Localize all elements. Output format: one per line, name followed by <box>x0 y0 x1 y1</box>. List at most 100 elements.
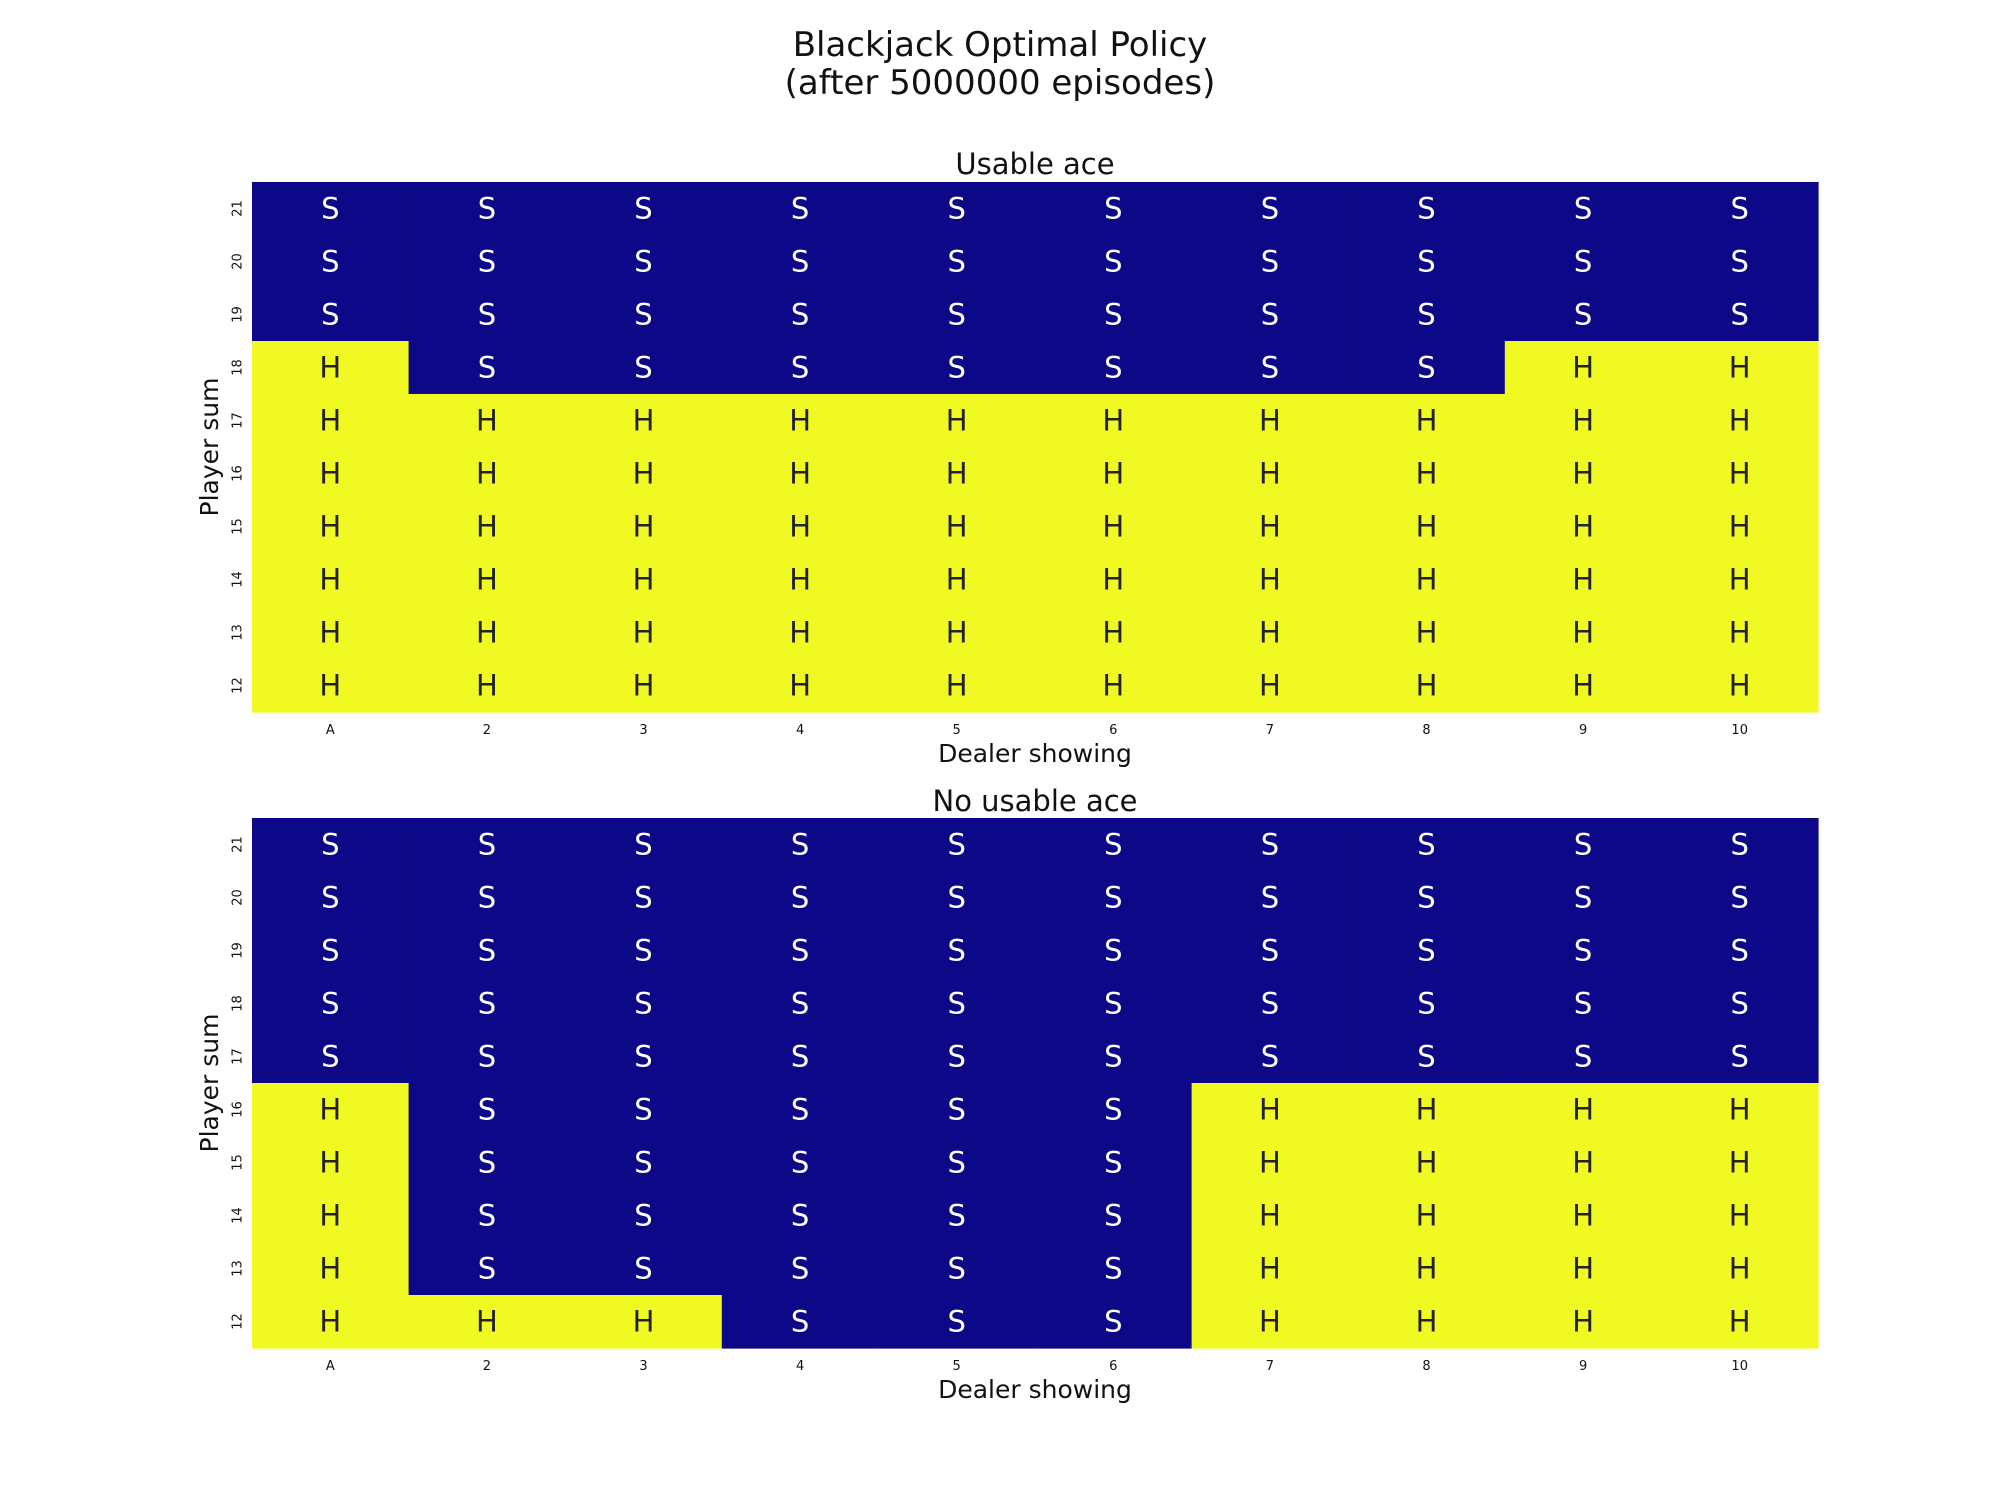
heatmap-cell <box>1035 1030 1193 1084</box>
y-tick-label: 12 <box>231 677 246 694</box>
heatmap-cell <box>878 1083 1036 1137</box>
y-tick-label: 14 <box>231 571 246 588</box>
heatmap-cell <box>1504 606 1662 660</box>
heatmap-cell <box>1348 447 1506 501</box>
heatmap-cell <box>1661 1030 1819 1084</box>
y-tick-label: 21 <box>231 200 246 217</box>
cell-label: S <box>634 245 652 279</box>
x-tick-label: 7 <box>1266 723 1274 738</box>
y-tick-label: 16 <box>231 1101 246 1118</box>
heatmap-cell <box>1348 1136 1506 1190</box>
cell-label: S <box>1104 1252 1122 1286</box>
heatmap-cell <box>408 1242 566 1296</box>
cell-label: S <box>1417 192 1435 226</box>
heatmap-cell <box>1035 871 1193 925</box>
heatmap-cell <box>408 1189 566 1243</box>
cell-label: H <box>946 669 968 703</box>
cell-label: S <box>1104 987 1122 1021</box>
cell-label: S <box>791 1252 809 1286</box>
cell-label: H <box>319 669 341 703</box>
cell-label: S <box>1104 1040 1122 1074</box>
heatmap-cell <box>1504 341 1662 395</box>
cell-label: H <box>633 510 655 544</box>
heatmap-cell <box>1191 924 1349 978</box>
heatmap-cell <box>408 182 566 236</box>
heatmap-cell <box>565 924 723 978</box>
heatmap-cell <box>878 447 1036 501</box>
heatmap-cell <box>252 924 410 978</box>
y-tick-label: 18 <box>231 359 246 376</box>
heatmap-cell <box>878 1295 1036 1349</box>
cell-label: S <box>321 192 339 226</box>
cell-label: S <box>1574 298 1592 332</box>
heatmap-cell <box>565 341 723 395</box>
heatmap-cell <box>1504 1136 1662 1190</box>
cell-label: S <box>634 351 652 385</box>
panel-title: No usable ace <box>933 784 1138 818</box>
heatmap-cell <box>1035 447 1193 501</box>
heatmap-cell <box>1191 1136 1349 1190</box>
cell-label: H <box>1416 1199 1438 1233</box>
cell-label: H <box>1416 669 1438 703</box>
heatmap-cell <box>1504 500 1662 554</box>
cell-label: S <box>947 245 965 279</box>
heatmap-cell <box>565 818 723 872</box>
heatmap-cell <box>408 1295 566 1349</box>
cell-label: H <box>633 404 655 438</box>
heatmap-cell <box>565 553 723 607</box>
cell-label: S <box>321 1040 339 1074</box>
cell-label: S <box>947 298 965 332</box>
y-axis-label: Player sum <box>195 1014 224 1153</box>
heatmap-cell <box>721 235 879 289</box>
heatmap-cell <box>721 553 879 607</box>
cell-label: S <box>634 1252 652 1286</box>
heatmap-cell <box>565 871 723 925</box>
heatmap-cell <box>565 500 723 554</box>
cell-label: S <box>791 192 809 226</box>
heatmap-cell <box>252 288 410 342</box>
heatmap-cell <box>1348 235 1506 289</box>
heatmap-cell <box>252 1083 410 1137</box>
cell-label: H <box>1572 404 1594 438</box>
cell-label: S <box>1104 828 1122 862</box>
heatmap-cell <box>878 1242 1036 1296</box>
heatmap-cell <box>565 1295 723 1349</box>
cell-label: H <box>1259 563 1281 597</box>
heatmap-cell <box>1035 977 1193 1031</box>
cell-label: S <box>1104 1305 1122 1339</box>
heatmap-cell <box>1504 871 1662 925</box>
cell-label: H <box>1416 616 1438 650</box>
cell-label: H <box>789 616 811 650</box>
heatmap-cell <box>878 1189 1036 1243</box>
heatmap-cell <box>1035 553 1193 607</box>
heatmap-cell <box>1348 818 1506 872</box>
cell-label: S <box>321 245 339 279</box>
cell-label: S <box>1261 298 1279 332</box>
heatmap-cell <box>721 924 879 978</box>
heatmap-cell <box>252 1242 410 1296</box>
heatmap-cell <box>1191 235 1349 289</box>
heatmap-cell <box>1661 1189 1819 1243</box>
y-tick-label: 20 <box>231 253 246 270</box>
heatmap-cell <box>252 1030 410 1084</box>
cell-label: H <box>476 669 498 703</box>
cell-label: S <box>947 192 965 226</box>
cell-label: H <box>1729 1252 1751 1286</box>
x-tick-label: A <box>326 723 335 738</box>
cell-label: H <box>319 1093 341 1127</box>
cell-label: H <box>1416 457 1438 491</box>
heatmap-cell <box>252 606 410 660</box>
cell-label: S <box>321 828 339 862</box>
cell-label: H <box>476 510 498 544</box>
heatmap-cell <box>1661 341 1819 395</box>
cell-label: H <box>1572 616 1594 650</box>
cell-label: S <box>791 1146 809 1180</box>
cell-label: H <box>1102 510 1124 544</box>
heatmap-cell <box>1504 394 1662 448</box>
heatmap-cell <box>408 394 566 448</box>
heatmap-cell <box>252 1136 410 1190</box>
heatmap-cell <box>565 659 723 713</box>
cell-label: S <box>947 987 965 1021</box>
heatmap-cell <box>565 1030 723 1084</box>
heatmap-cell <box>721 871 879 925</box>
